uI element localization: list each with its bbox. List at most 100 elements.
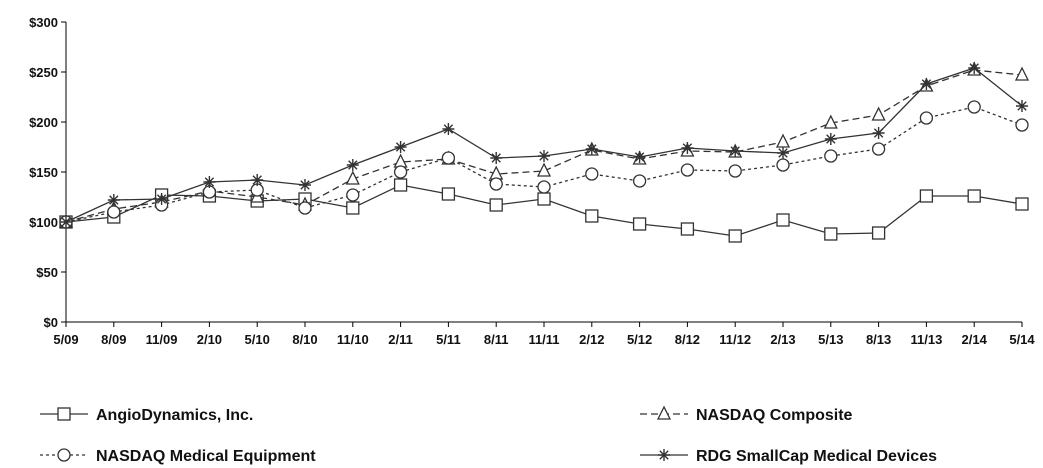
legend-label: NASDAQ Medical Equipment: [96, 448, 316, 465]
series-square: [59, 178, 1029, 243]
star-marker-strokes: [585, 143, 598, 155]
legend-item: RDG SmallCap Medical Devices: [640, 448, 937, 465]
star-marker-strokes: [251, 174, 264, 186]
star-marker-strokes: [107, 194, 120, 206]
triangle-marker: [775, 133, 791, 148]
square-marker: [346, 201, 360, 215]
x-tick-label: 5/10: [245, 332, 270, 347]
star-marker-strokes: [920, 78, 933, 90]
circle-marker: [298, 201, 312, 215]
circle-marker: [824, 149, 838, 163]
x-tick-label: 8/10: [292, 332, 317, 347]
square-marker: [57, 407, 71, 421]
x-tick-label: 5/11: [436, 332, 461, 347]
y-tick-label: $300: [29, 15, 58, 30]
square-marker: [824, 227, 838, 241]
star-marker: [299, 179, 311, 191]
star-marker-strokes: [490, 152, 503, 164]
star-marker: [1016, 100, 1028, 112]
circle-marker: [728, 164, 742, 178]
legend-label: AngioDynamics, Inc.: [96, 407, 253, 424]
y-tick-label: $150: [29, 165, 58, 180]
x-tick-label: 11/10: [337, 332, 369, 347]
circle-marker: [967, 100, 981, 114]
x-tick-label: 5/12: [627, 332, 652, 347]
x-tick-label: 2/10: [197, 332, 222, 347]
square-marker: [1015, 197, 1029, 211]
square-marker: [632, 217, 647, 231]
circle-marker: [919, 111, 934, 125]
circle-marker: [632, 174, 647, 188]
star-marker-strokes: [60, 216, 72, 228]
x-tick-label: 5/13: [818, 332, 843, 347]
circle-marker: [441, 151, 456, 165]
star-marker-strokes: [346, 159, 359, 171]
star-marker: [968, 62, 981, 74]
y-tick-label: $200: [29, 115, 58, 130]
square-marker: [776, 213, 790, 227]
legend: AngioDynamics, Inc. NASDAQ Composite NASDA…: [40, 405, 937, 465]
triangle-marker: [536, 162, 552, 177]
star-marker-strokes: [538, 150, 550, 162]
star-marker: [251, 174, 264, 186]
x-tick-label: 8/11: [484, 332, 509, 347]
x-tick-label: 5/09: [53, 332, 78, 347]
legend-label: RDG SmallCap Medical Devices: [696, 448, 937, 465]
x-tick-label: 2/13: [770, 332, 795, 347]
legend-item: NASDAQ Composite: [640, 405, 853, 424]
star-marker: [203, 176, 216, 188]
star-marker-strokes: [442, 123, 455, 135]
square-marker: [728, 229, 742, 243]
star-marker-strokes: [203, 176, 216, 188]
star-marker: [872, 127, 885, 139]
square-marker: [489, 198, 503, 212]
x-tick-label: 8/12: [675, 332, 700, 347]
circle-marker: [776, 158, 790, 172]
star-marker: [107, 194, 120, 206]
star-marker-strokes: [824, 133, 837, 145]
square-marker: [585, 209, 599, 223]
square-marker: [967, 189, 981, 203]
x-tick-label: 2/11: [388, 332, 413, 347]
y-tick-label: $0: [44, 315, 58, 330]
star-marker: [538, 150, 550, 162]
star-marker: [777, 147, 789, 159]
series-star: [60, 62, 1028, 228]
star-marker: [155, 193, 168, 205]
square-marker: [919, 189, 934, 203]
legend-item: NASDAQ Medical Equipment: [40, 448, 316, 465]
star-marker-strokes: [777, 147, 789, 159]
x-tick-label: 2/12: [579, 332, 604, 347]
star-marker: [729, 145, 742, 157]
circle-marker: [680, 163, 695, 177]
star-marker-strokes: [394, 141, 407, 153]
star-marker: [658, 449, 670, 461]
star-marker: [824, 133, 837, 145]
triangle-marker: [656, 405, 672, 420]
star-marker: [442, 123, 455, 135]
circle-marker: [871, 142, 886, 156]
star-marker-strokes: [968, 62, 981, 74]
star-marker: [60, 216, 72, 228]
star-marker: [633, 151, 646, 163]
x-tick-label: 8/09: [101, 332, 126, 347]
x-tick-label: 5/14: [1009, 332, 1035, 347]
y-tick-label: $250: [29, 65, 58, 80]
x-tick-label: 8/13: [866, 332, 891, 347]
star-marker-strokes: [633, 151, 646, 163]
x-tick-label: 11/09: [146, 332, 178, 347]
star-marker: [490, 152, 503, 164]
square-marker: [680, 222, 695, 236]
star-marker-strokes: [729, 145, 742, 157]
star-marker: [681, 142, 694, 154]
circle-marker: [489, 177, 503, 191]
star-marker-strokes: [681, 142, 694, 154]
series-layer: [58, 61, 1030, 243]
legend-label: NASDAQ Composite: [696, 407, 853, 424]
circle-marker: [107, 205, 121, 219]
x-tick-label: 11/11: [528, 332, 559, 347]
x-tick-label: 2/14: [962, 332, 988, 347]
star-marker: [394, 141, 407, 153]
square-marker: [441, 187, 456, 201]
